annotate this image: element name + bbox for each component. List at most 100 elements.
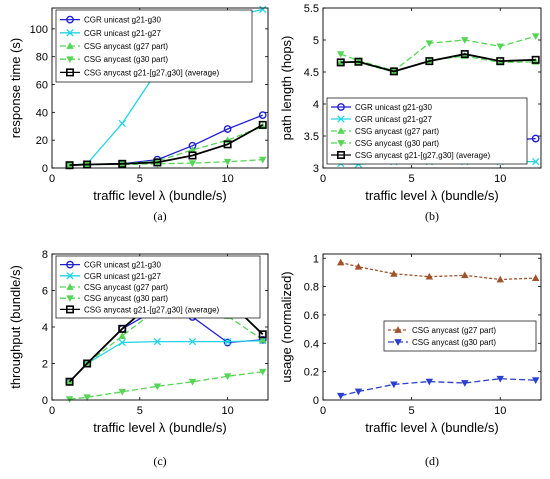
panel-label: (a) xyxy=(153,209,166,223)
legend-box xyxy=(383,320,537,352)
data-point xyxy=(496,375,504,383)
data-point xyxy=(532,157,540,166)
x-tick-label: 5 xyxy=(137,173,143,185)
data-point xyxy=(336,58,345,67)
x-tick-label: 0 xyxy=(49,173,55,185)
data-point xyxy=(390,381,398,389)
y-axis-label: response time (s) xyxy=(8,38,23,138)
legend-label: CSG anycast (g27 part) xyxy=(84,42,168,51)
axes-frame xyxy=(322,7,542,169)
y-tick-label: 0 xyxy=(313,395,319,407)
series-3 xyxy=(65,368,267,403)
y-tick-label: 8 xyxy=(42,249,48,261)
data-point xyxy=(259,5,267,14)
y-tick-label: 60 xyxy=(36,80,48,92)
data-point xyxy=(337,392,345,400)
data-point xyxy=(259,368,267,376)
legend-marker xyxy=(66,56,74,64)
y-tick-label: 80 xyxy=(36,52,48,64)
legend-marker xyxy=(66,29,74,37)
data-point xyxy=(389,67,398,76)
legend-marker xyxy=(394,326,402,333)
legend-label: CGR unicast g21-g30 xyxy=(355,103,432,112)
y-tick-label: 100 xyxy=(30,24,48,36)
data-point xyxy=(223,373,232,381)
data-point xyxy=(461,380,469,387)
y-tick-label: 2 xyxy=(42,359,48,371)
legend-label: CSG anycast (g30 part) xyxy=(355,139,439,148)
data-point xyxy=(65,396,74,403)
legend-marker xyxy=(337,115,345,123)
legend: CGR unicast g21-g30 CGR unicast g21-g27 CS… xyxy=(55,9,253,83)
panel-label: (c) xyxy=(153,454,166,468)
data-point xyxy=(259,156,267,164)
data-point xyxy=(258,111,267,120)
data-point xyxy=(65,377,74,386)
legend-label: CSG anycast g21-[g27,g30] (average) xyxy=(355,151,491,160)
data-point xyxy=(258,330,267,339)
data-point xyxy=(496,57,505,66)
y-tick-label: 3.5 xyxy=(304,131,319,143)
data-point xyxy=(460,50,469,59)
y-tick-label: 5.5 xyxy=(304,3,319,15)
y-tick-label: 4 xyxy=(313,99,319,111)
data-point xyxy=(118,159,127,168)
legend-label: CSG anycast g21-[g27,g30] (average) xyxy=(84,305,220,314)
legend-marker xyxy=(66,68,75,77)
legend-marker xyxy=(66,305,75,314)
legend-marker xyxy=(66,15,74,24)
series-3 xyxy=(65,156,267,170)
data-point xyxy=(531,55,540,64)
y-axis-label: path length (hops) xyxy=(279,36,294,141)
data-point xyxy=(188,151,197,160)
x-tick-label: 10 xyxy=(494,405,506,417)
legend-box xyxy=(55,9,253,83)
series-line xyxy=(69,124,264,167)
data-point xyxy=(337,51,345,58)
x-tick-label: 10 xyxy=(221,173,233,185)
legend-marker xyxy=(337,103,345,111)
x-tick-label: 5 xyxy=(409,405,415,417)
data-point xyxy=(531,33,540,40)
legend-marker xyxy=(66,283,74,290)
data-point xyxy=(223,140,232,149)
data-point xyxy=(390,270,398,277)
data-point xyxy=(354,388,363,396)
data-point xyxy=(83,359,92,368)
data-point xyxy=(83,394,91,402)
x-tick-label: 10 xyxy=(221,405,233,417)
data-point xyxy=(223,338,232,347)
data-point xyxy=(531,274,540,281)
x-axis-label: traffic level λ (bundle/s) xyxy=(365,420,498,435)
legend-marker xyxy=(337,140,345,147)
data-point xyxy=(531,134,540,143)
panel-label: (d) xyxy=(425,454,439,468)
data-point xyxy=(425,272,434,280)
legend-marker xyxy=(336,151,345,160)
legend: CGR unicast g21-g30 CGR unicast g21-g27 CS… xyxy=(55,255,261,319)
chart-panel-d: 0 5 10 0 0.2 0.4 0.6 0.8 1 CSG anycast (g27 part)… xyxy=(279,253,542,468)
data-point xyxy=(531,377,540,384)
y-axis-label: throughput (bundle/s) xyxy=(8,265,23,389)
legend: CSG anycast (g27 part) CSG anycast (g30 p… xyxy=(383,320,537,352)
x-tick-label: 5 xyxy=(137,405,143,417)
legend-label: CGR unicast g21-g30 xyxy=(84,16,161,25)
legend-label: CSG anycast (g30 part) xyxy=(84,55,168,64)
data-point xyxy=(354,57,363,66)
x-axis-label: traffic level λ (bundle/s) xyxy=(365,188,498,203)
data-point xyxy=(337,258,345,266)
legend-marker xyxy=(66,260,74,269)
y-tick-label: 0.4 xyxy=(304,338,319,350)
data-point xyxy=(118,388,126,396)
data-point xyxy=(496,43,504,51)
y-tick-label: 0.8 xyxy=(304,282,319,294)
data-point xyxy=(425,40,434,48)
data-point xyxy=(118,338,126,347)
axes-frame xyxy=(51,7,269,169)
x-axis-label: traffic level λ (bundle/s) xyxy=(93,420,226,435)
series-4 xyxy=(336,50,540,76)
data-point xyxy=(425,57,434,66)
